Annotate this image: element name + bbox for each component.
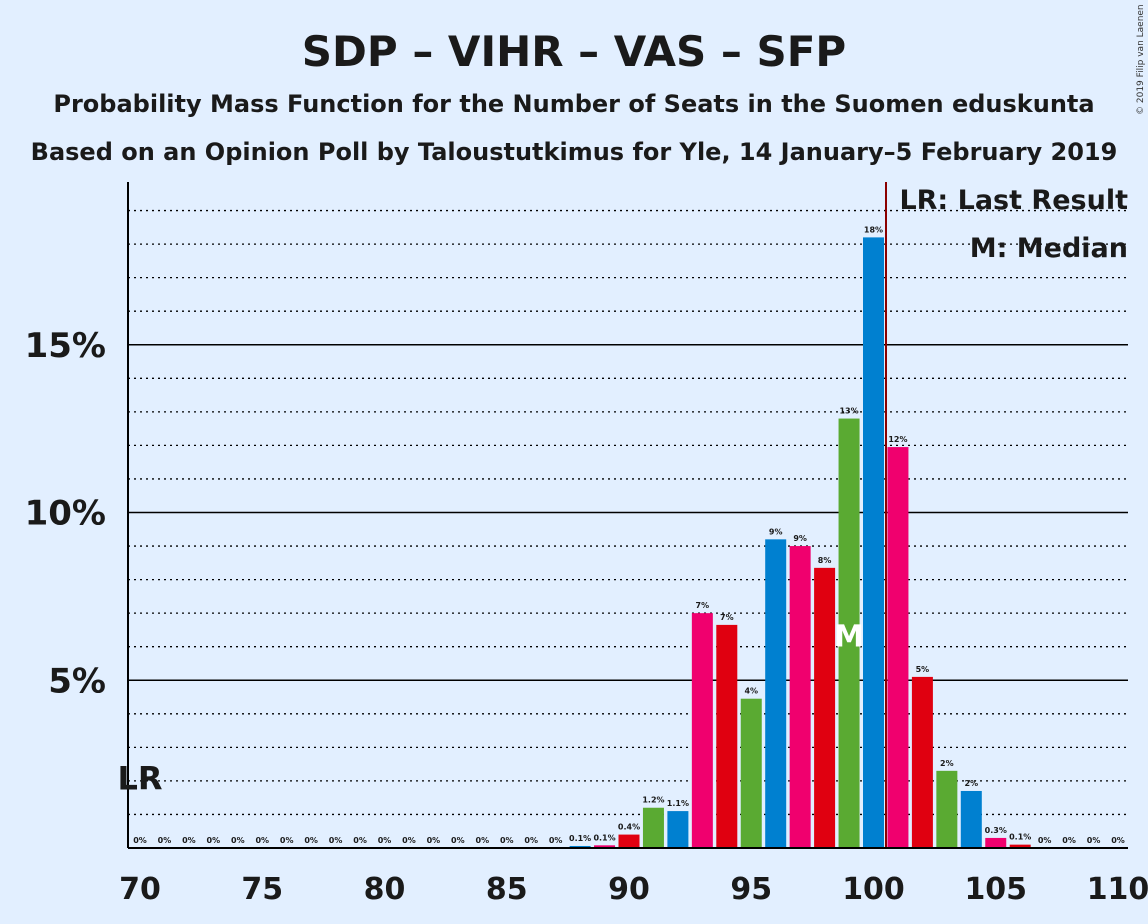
data-label-98: 8%	[818, 556, 832, 565]
x-tick-label: 80	[364, 872, 406, 907]
bar-90	[618, 834, 640, 848]
x-tick-label: 100	[842, 872, 905, 907]
labels: 5% 10% 15% 0% 0% 0% 0% 0% 0% 0% 0% 0% 0% 0% 0% 0% 0% 0% 0%…	[25, 225, 1148, 907]
bar-100	[863, 237, 884, 848]
bar-92	[667, 811, 689, 848]
bar-94	[716, 624, 738, 848]
data-label-75: 0%	[255, 836, 269, 845]
chart-title: SDP – VIHR – VAS – SFP	[302, 27, 846, 76]
data-label-74: 0%	[231, 836, 245, 845]
data-label-87: 0%	[549, 836, 563, 845]
data-label-107: 0%	[1038, 836, 1052, 845]
bar-99	[838, 418, 860, 848]
data-label-91: 1.2%	[642, 796, 664, 805]
bar-103	[936, 770, 958, 848]
x-tick-label: 105	[964, 872, 1027, 907]
data-label-93: 7%	[696, 601, 710, 610]
data-label-86: 0%	[524, 836, 538, 845]
bars	[569, 237, 1031, 848]
data-label-92: 1.1%	[667, 799, 689, 808]
data-label-95: 4%	[744, 687, 758, 696]
grid-lines	[128, 209, 1128, 816]
x-tick-label: 95	[730, 872, 772, 907]
bar-97	[789, 546, 811, 848]
data-label-94: 7%	[720, 613, 734, 622]
data-label-89: 0.1%	[593, 833, 615, 842]
y-tick-label: 5%	[48, 661, 106, 701]
data-label-73: 0%	[207, 836, 221, 845]
x-tick-label: 90	[608, 872, 650, 907]
data-label-78: 0%	[329, 836, 343, 845]
data-label-100: 18%	[864, 225, 883, 234]
data-label-96: 9%	[769, 527, 783, 536]
data-label-76: 0%	[280, 836, 294, 845]
data-label-82: 0%	[427, 836, 441, 845]
copyright-text: © 2019 Filip van Laenen	[1136, 4, 1146, 115]
bar-104	[960, 790, 982, 848]
data-label-106: 0.1%	[1009, 833, 1031, 842]
data-label-97: 9%	[793, 534, 807, 543]
bar-89	[594, 845, 616, 848]
bar-91	[642, 807, 664, 848]
data-label-80: 0%	[378, 836, 392, 845]
bar-102	[911, 676, 933, 848]
bar-106	[1009, 844, 1031, 848]
median-marker: M	[834, 620, 864, 655]
data-label-99: 13%	[839, 407, 858, 416]
axes	[127, 182, 1128, 849]
y-tick-label: 10%	[25, 494, 106, 534]
legend-median: M: Median	[970, 233, 1128, 264]
data-label-109: 0%	[1087, 836, 1101, 845]
bar-105	[985, 837, 1007, 848]
x-tick-label: 75	[241, 872, 283, 907]
data-label-79: 0%	[353, 836, 367, 845]
bar-98	[814, 567, 836, 848]
data-label-103: 2%	[940, 759, 954, 768]
data-label-108: 0%	[1062, 836, 1076, 845]
data-label-81: 0%	[402, 836, 416, 845]
x-tick-label: 85	[486, 872, 528, 907]
data-label-84: 0%	[476, 836, 490, 845]
bar-95	[740, 698, 762, 848]
chart-subtitle-2: Based on an Opinion Poll by Taloustutkim…	[31, 138, 1118, 166]
bar-88	[569, 845, 591, 848]
data-label-71: 0%	[158, 836, 172, 845]
data-label-88: 0.1%	[569, 834, 591, 843]
data-label-90: 0.4%	[618, 823, 640, 832]
x-tick-label: 70	[119, 872, 161, 907]
data-label-83: 0%	[451, 836, 465, 845]
data-label-72: 0%	[182, 836, 196, 845]
data-label-104: 2%	[965, 779, 979, 788]
data-label-105: 0.3%	[985, 826, 1007, 835]
data-label-110: 0%	[1111, 836, 1125, 845]
legend-last-result: LR: Last Result	[899, 185, 1128, 216]
bar-101	[887, 447, 909, 848]
data-label-77: 0%	[304, 836, 318, 845]
y-tick-label: 15%	[25, 326, 106, 366]
data-label-70: 0%	[133, 836, 147, 845]
data-label-102: 5%	[916, 665, 930, 674]
bar-96	[765, 539, 787, 848]
data-label-101: 12%	[888, 435, 907, 444]
last-result-label: LR	[117, 760, 162, 798]
chart-subtitle-1: Probability Mass Function for the Number…	[53, 90, 1094, 118]
data-label-85: 0%	[500, 836, 514, 845]
bar-93	[691, 613, 713, 848]
x-tick-label: 110	[1087, 872, 1148, 907]
